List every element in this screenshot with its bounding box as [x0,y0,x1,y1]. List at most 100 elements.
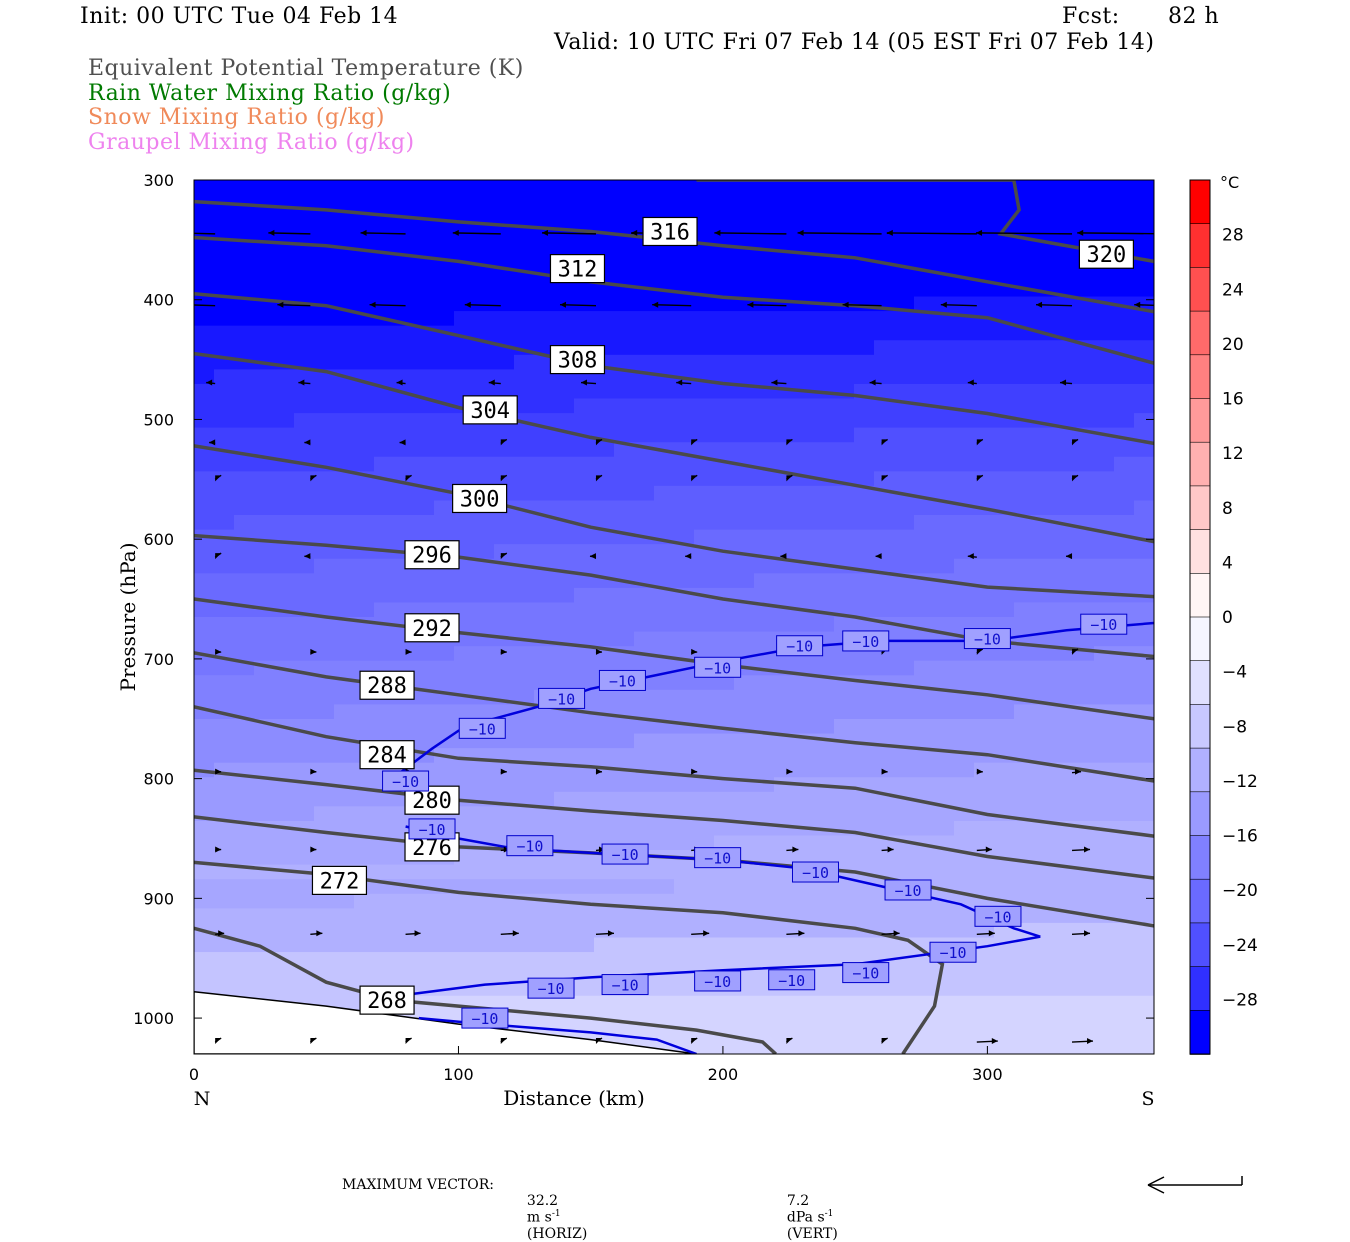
fill-cell [194,369,215,385]
fill-cell [814,660,835,676]
fill-cell [1074,952,1095,968]
fill-cell [1014,471,1035,487]
fill-cell [954,194,975,210]
fill-cell [354,646,375,662]
fill-cell [574,238,595,254]
fill-cell [854,398,875,414]
fill-cell [954,180,975,196]
fill-cell [694,1039,715,1054]
fill-cell [254,631,275,647]
fill-cell [214,573,235,589]
fill-cell [274,981,295,997]
temperature-label: −10 [884,879,932,901]
fill-cell [514,296,535,312]
fill-cell [754,689,775,705]
fill-cell [754,281,775,298]
wind-vector [405,930,421,937]
fill-cell [514,908,535,924]
fill-cell [314,908,335,924]
fill-cell [274,893,295,909]
fill-cell [794,573,815,589]
fill-cell [394,354,415,370]
fill-cell [474,427,495,443]
wind-vector [976,930,995,937]
fill-cell [374,966,395,982]
fill-cell [214,413,235,429]
fill-cell [754,850,775,866]
wind-vector [310,768,317,775]
fill-cell [614,194,635,210]
fill-cell [674,515,695,531]
fill-cell [374,820,395,837]
fill-cell [294,383,315,400]
fill-cell [974,252,995,268]
fill-cell [794,267,815,283]
fill-cell [994,456,1015,472]
wind-vector [1059,379,1073,386]
fill-cell [334,791,355,807]
fill-cell [1054,413,1075,429]
fill-cell [614,369,635,385]
fill-cell [1114,194,1135,210]
fill-cell [394,267,415,283]
fill-cell [754,587,775,604]
fill-cell [674,485,695,502]
fill-cell [514,427,535,443]
fill-cell [914,340,935,356]
fill-cell [494,879,515,895]
fill-cell [374,515,395,531]
fill-cell [894,587,915,604]
fill-cell [434,660,455,676]
fill-cell [874,427,895,443]
fill-cell [474,806,495,822]
fill-cell [214,587,235,604]
fill-cell [994,995,1015,1011]
wind-vector [691,930,710,937]
fill-cell [614,748,635,764]
fill-cell [994,718,1015,735]
fill-cell [234,369,255,385]
fill-cell [474,617,495,633]
fill-cell [1034,209,1055,225]
fill-cell [274,573,295,589]
fill-cell [214,471,235,487]
fill-cell [434,675,455,691]
fill-cell [614,908,635,924]
fill-cell [194,252,215,268]
fill-cell [594,995,615,1011]
fill-cell [574,442,595,458]
fill-cell [294,879,315,895]
fill-cell [214,311,235,327]
fill-cell [494,209,515,225]
fill-cell [394,718,415,735]
fill-cell [374,369,395,385]
fill-cell [394,223,415,239]
fill-cell [734,427,755,443]
fill-cell [354,267,375,283]
fill-cell [314,442,335,458]
fill-cell [474,369,495,385]
fill-cell [1034,733,1055,749]
wind-vector [595,1037,603,1045]
fill-cell [974,485,995,502]
fill-cell [894,442,915,458]
fill-cell [574,194,595,210]
fill-cell [854,937,875,953]
fill-cell [294,209,315,225]
wind-vector [500,1037,508,1045]
fill-cell [834,704,855,720]
fill-cell [194,864,215,880]
fill-cell [474,908,495,924]
fill-cell [594,952,615,968]
fill-cell [254,383,275,400]
fill-cell [814,1024,835,1041]
fill-cell [414,893,435,909]
fill-cell [214,617,235,633]
fill-cell [374,922,395,939]
fill-cell [614,325,635,341]
wind-vector [298,379,311,386]
fill-cell [214,515,235,531]
fill-cell [614,952,635,968]
fill-cell [674,893,695,909]
fill-cell [694,485,715,502]
